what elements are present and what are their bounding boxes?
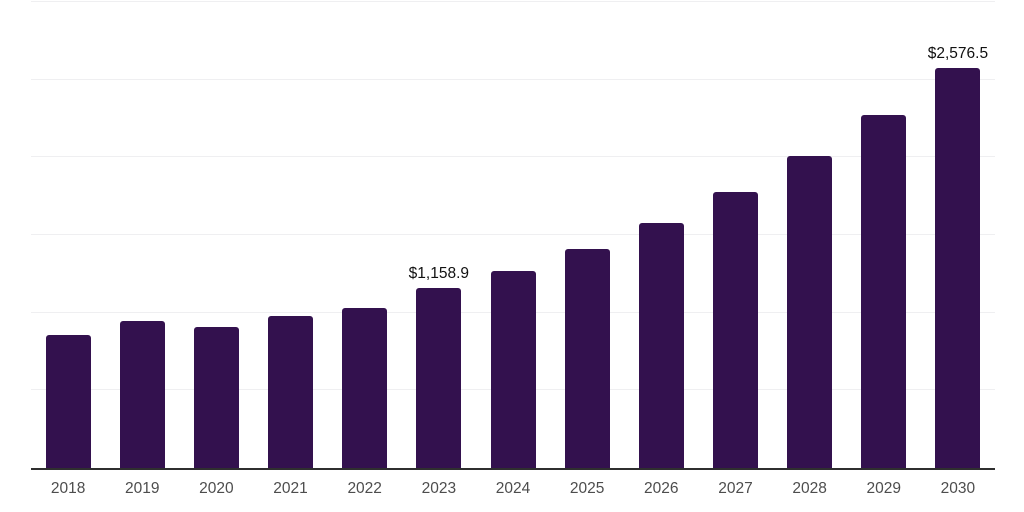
bar-2025 [564,249,610,468]
x-tick-label-2030: 2030 [940,480,976,497]
bar-2026 [638,223,684,468]
x-tick-label-2025: 2025 [569,480,605,497]
gridline-2000 [31,156,995,158]
bar-2024 [490,270,536,468]
x-tick-label-2023: 2023 [421,480,457,497]
x-tick-label-2029: 2029 [866,480,901,497]
x-tick-label-2018: 2018 [50,480,86,497]
x-tick-label-2022: 2022 [347,480,382,497]
bar-2020 [193,327,239,468]
bar-2018 [45,335,91,468]
bar-2029 [861,115,907,468]
bar-2022 [342,308,388,468]
gridline-2500 [31,78,995,80]
bar-2023 [416,287,462,468]
bar-2028 [787,156,833,468]
gridline-1500 [31,234,995,235]
bar-value-label-2023: $1,158.9 [408,264,470,282]
x-tick-label-2021: 2021 [273,480,308,497]
x-tick-label-2028: 2028 [792,480,827,497]
bar-2027 [712,192,758,468]
bar-2019 [119,321,165,468]
x-axis: 2018 2019 2020 2021 2022 2023 2024 2025 2026 2027… [31,480,995,502]
gridline-3000 [31,1,995,2]
x-tick-label-2020: 2020 [199,480,234,497]
plot-area: $1,158.9 $2,576.5 [31,1,995,470]
bar-2030 [935,67,981,468]
bar-value-label-2030: $2,576.5 [927,44,989,62]
x-tick-label-2026: 2026 [644,480,679,497]
x-tick-label-2024: 2024 [495,480,531,497]
x-tick-label-2027: 2027 [718,480,753,497]
bar-2021 [268,316,314,468]
x-tick-label-2019: 2019 [124,480,160,497]
